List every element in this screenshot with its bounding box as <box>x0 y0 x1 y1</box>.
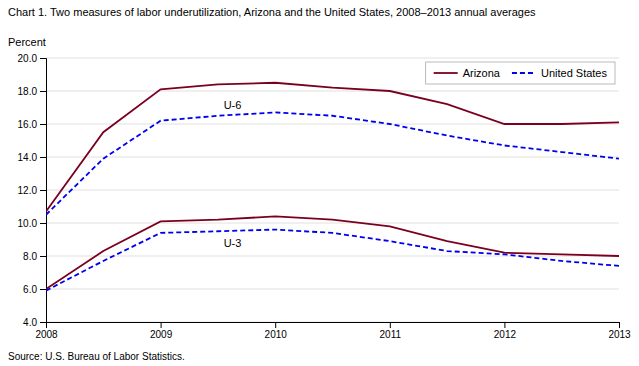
y-tick-mark <box>40 91 46 92</box>
y-tick-label: 4.0 <box>23 317 37 328</box>
x-tick-label: 2008 <box>35 329 58 340</box>
legend: Arizona United States <box>426 62 615 84</box>
series-line <box>46 112 619 214</box>
y-tick: 4.0 <box>23 317 46 328</box>
grid-line <box>46 58 619 59</box>
x-tick-mark <box>619 322 620 328</box>
grid-line <box>46 190 619 191</box>
y-tick-mark <box>40 322 46 323</box>
y-tick-mark <box>40 223 46 224</box>
y-tick-label: 14.0 <box>18 152 38 163</box>
series-line <box>46 83 619 212</box>
y-tick-label: 20.0 <box>18 53 38 64</box>
series-line <box>46 216 619 289</box>
y-axis-title: Percent <box>8 36 46 48</box>
lines <box>46 83 619 291</box>
source-note: Source: U.S. Bureau of Labor Statistics. <box>8 351 185 362</box>
y-tick-mark <box>40 190 46 191</box>
grid-line <box>46 289 619 290</box>
y-tick-label: 12.0 <box>18 185 38 196</box>
grid-line <box>46 157 619 158</box>
x-tick-mark <box>275 322 276 328</box>
y-tick: 20.0 <box>18 53 46 64</box>
x-tick-mark <box>504 322 505 328</box>
grid-line <box>46 223 619 224</box>
y-tick-label: 8.0 <box>23 251 37 262</box>
x-tick-label: 2013 <box>608 329 631 340</box>
y-tick: 12.0 <box>18 185 46 196</box>
y-tick-label: 18.0 <box>18 86 38 97</box>
series-line <box>46 230 619 291</box>
grid <box>46 58 619 322</box>
x-tick: 2011 <box>380 322 402 340</box>
y-tick: 8.0 <box>23 251 46 262</box>
y-tick: 14.0 <box>18 152 46 163</box>
x-tick: 2008 <box>35 322 58 340</box>
x-tick: 2010 <box>265 322 288 340</box>
y-tick-label: 6.0 <box>23 284 37 295</box>
x-tick: 2012 <box>494 322 517 340</box>
legend-swatch <box>434 72 458 74</box>
legend-item: United States <box>512 67 608 79</box>
y-tick-mark <box>40 124 46 125</box>
y-axis-line <box>40 59 47 323</box>
x-tick: 2009 <box>150 322 173 340</box>
x-tick: 2013 <box>608 322 631 340</box>
grid-line <box>46 256 619 257</box>
y-tick: 6.0 <box>23 284 46 295</box>
x-axis-line <box>47 323 620 329</box>
y-tick-mark <box>40 289 46 290</box>
x-tick-label: 2009 <box>150 329 173 340</box>
x-tick-label: 2011 <box>380 329 402 340</box>
y-tick: 10.0 <box>18 218 46 229</box>
x-tick-label: 2010 <box>265 329 288 340</box>
x-tick-mark <box>390 322 391 328</box>
y-tick-mark <box>40 58 46 59</box>
annotation: U-3 <box>224 237 242 249</box>
chart: Chart 1. Two measures of labor underutil… <box>0 0 639 366</box>
x-tick-label: 2012 <box>494 329 517 340</box>
plot: 2008 2009 2010 2011 2012 2013 4.0 6.0 8.0 10.0 12.… <box>18 53 632 340</box>
x-tick-mark <box>161 322 162 328</box>
y-tick: 16.0 <box>18 119 46 130</box>
y-tick: 18.0 <box>18 86 46 97</box>
y-tick-mark <box>40 256 46 257</box>
y-tick-label: 16.0 <box>18 119 38 130</box>
title: Chart 1. Two measures of labor underutil… <box>8 6 536 18</box>
y-axis: 4.0 6.0 8.0 10.0 12.0 14.0 16.0 18.0 20.0 <box>18 53 47 328</box>
legend-item: Arizona <box>434 67 501 79</box>
y-tick-mark <box>40 157 46 158</box>
grid-line <box>46 91 619 92</box>
y-tick-label: 10.0 <box>18 218 38 229</box>
legend-label: Arizona <box>463 67 501 79</box>
legend-frame <box>426 62 615 84</box>
legend-swatch <box>512 72 536 74</box>
x-axis: 2008 2009 2010 2011 2012 2013 <box>35 322 631 340</box>
annotation: U-6 <box>224 99 242 111</box>
legend-label: United States <box>541 67 608 79</box>
